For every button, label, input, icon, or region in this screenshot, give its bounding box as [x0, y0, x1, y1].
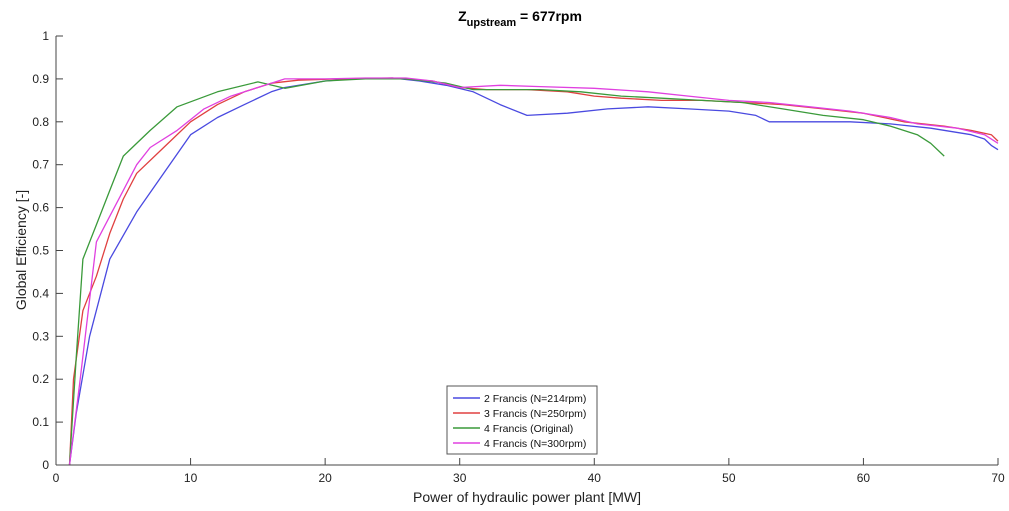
- chart-title: Zupstream = 677rpm: [458, 8, 582, 29]
- legend-entry-label: 4 Francis (Original): [484, 423, 573, 435]
- x-tick-label: 40: [588, 471, 602, 485]
- y-axis-label: Global Efficiency [-]: [13, 190, 29, 310]
- y-tick-label: 0.9: [32, 72, 49, 86]
- y-tick-label: 0.1: [32, 415, 49, 429]
- series-line-1: [68, 77, 999, 466]
- series-line-4: [68, 77, 999, 466]
- y-tick-label: 0.5: [32, 244, 49, 258]
- ticks-group: 0 10 20 30 40 50 60 70 0 0.1 0.2 0.3 0.4 0.5 0.6 0.7 0.8…: [32, 29, 1005, 485]
- y-tick-label: 1: [42, 29, 49, 43]
- legend: 2 Francis (N=214rpm) 3 Francis (N=250rpm)…: [446, 385, 598, 455]
- series-line-3: [68, 78, 945, 466]
- y-tick-label: 0.6: [32, 201, 49, 215]
- chart-title-prefix: Z: [458, 8, 467, 24]
- y-tick-label: 0.2: [32, 372, 49, 386]
- y-tick-label: 0: [42, 458, 49, 472]
- chart-title-subscript: upstream: [467, 17, 517, 29]
- x-tick-label: 0: [53, 471, 60, 485]
- legend-entry-label: 3 Francis (N=250rpm): [484, 408, 586, 420]
- legend-entry-label: 4 Francis (N=300rpm): [484, 438, 586, 450]
- x-tick-label: 50: [722, 471, 736, 485]
- x-tick-label: 70: [991, 471, 1005, 485]
- x-axis-label: Power of hydraulic power plant [MW]: [413, 489, 641, 505]
- y-tick-label: 0.3: [32, 329, 49, 343]
- x-tick-label: 10: [184, 471, 198, 485]
- x-tick-label: 30: [453, 471, 467, 485]
- chart-title-suffix: = 677rpm: [516, 8, 582, 24]
- y-tick-label: 0.4: [32, 286, 49, 300]
- y-tick-label: 0.8: [32, 115, 49, 129]
- legend-entry-label: 2 Francis (N=214rpm): [484, 393, 586, 405]
- x-tick-label: 20: [318, 471, 332, 485]
- y-tick-label: 0.7: [32, 158, 49, 172]
- series-group: [68, 77, 999, 466]
- x-tick-label: 60: [857, 471, 871, 485]
